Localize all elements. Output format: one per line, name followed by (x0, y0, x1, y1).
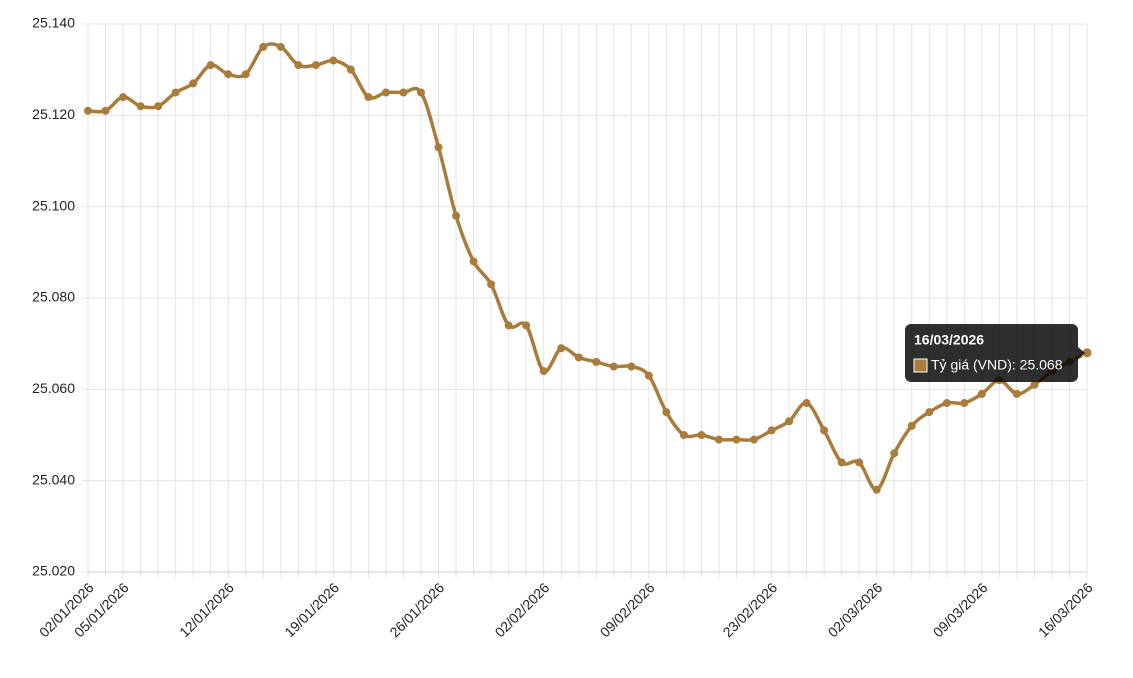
point (785, 417, 794, 426)
point (346, 65, 355, 74)
tooltip: 16/03/2026 Tỷ giá (VND): 25.068 (905, 324, 1085, 382)
point (136, 102, 145, 111)
x-tick-label: 19/01/2026 (281, 579, 342, 640)
point (627, 362, 636, 371)
point (1030, 380, 1039, 389)
point (241, 70, 250, 79)
point (154, 102, 163, 111)
point (960, 399, 969, 408)
point (977, 389, 986, 398)
line (87, 42, 1088, 492)
point (434, 143, 443, 152)
point (855, 458, 864, 467)
point (259, 42, 268, 51)
tooltip-swatch (913, 358, 928, 373)
point (206, 61, 215, 70)
tooltip-box (905, 324, 1078, 382)
point (890, 449, 899, 458)
point (942, 399, 951, 408)
point (872, 485, 881, 494)
point (837, 458, 846, 467)
y-tick-label: 25.140 (32, 15, 75, 31)
point (557, 344, 566, 353)
point (1012, 389, 1021, 398)
point (171, 88, 180, 97)
point (452, 211, 461, 220)
tooltip-title: 16/03/2026 (914, 332, 984, 348)
point (399, 88, 408, 97)
x-tick-label: 02/02/2026 (492, 579, 553, 640)
point (714, 435, 723, 444)
point (679, 431, 688, 439)
y-tick-label: 25.040 (32, 471, 75, 487)
y-tick-label: 25.060 (32, 380, 75, 396)
point (101, 106, 110, 115)
x-tick-label: 09/02/2026 (597, 579, 658, 640)
point (539, 367, 548, 376)
point (697, 431, 706, 439)
y-tick-label: 25.120 (32, 106, 75, 122)
point (925, 408, 934, 417)
point (802, 399, 811, 408)
y-tick-label: 25.100 (32, 197, 75, 213)
point (522, 321, 531, 330)
y-tick-label: 25.020 (32, 563, 75, 579)
point (767, 426, 776, 435)
point (189, 79, 198, 88)
point (592, 357, 601, 366)
point (224, 70, 233, 79)
x-tick-label: 23/02/2026 (719, 579, 780, 640)
point (820, 426, 829, 435)
point (417, 88, 425, 97)
point (119, 93, 128, 102)
point (84, 106, 92, 115)
point (504, 321, 513, 330)
x-tick-label: 02/03/2026 (825, 579, 886, 640)
point (364, 93, 373, 102)
point (329, 56, 338, 65)
point (644, 371, 653, 380)
point (732, 435, 741, 444)
point (750, 435, 758, 444)
y-tick-label: 25.080 (32, 289, 75, 305)
point (311, 61, 320, 70)
x-tick-label: 12/01/2026 (176, 579, 237, 640)
x-tick-label: 26/01/2026 (386, 579, 447, 640)
point (276, 42, 285, 51)
point (609, 362, 618, 371)
x-tick-label: 16/03/2026 (1035, 579, 1096, 640)
tooltip-caret (1078, 347, 1085, 359)
x-tick-label: 09/03/2026 (930, 579, 991, 640)
point (487, 280, 496, 289)
point (907, 421, 916, 430)
point (662, 408, 671, 417)
point (381, 88, 390, 97)
point (294, 61, 303, 70)
point (469, 257, 478, 266)
point (574, 353, 583, 362)
tooltip-text: Tỷ giá (VND): 25.068 (931, 357, 1063, 373)
